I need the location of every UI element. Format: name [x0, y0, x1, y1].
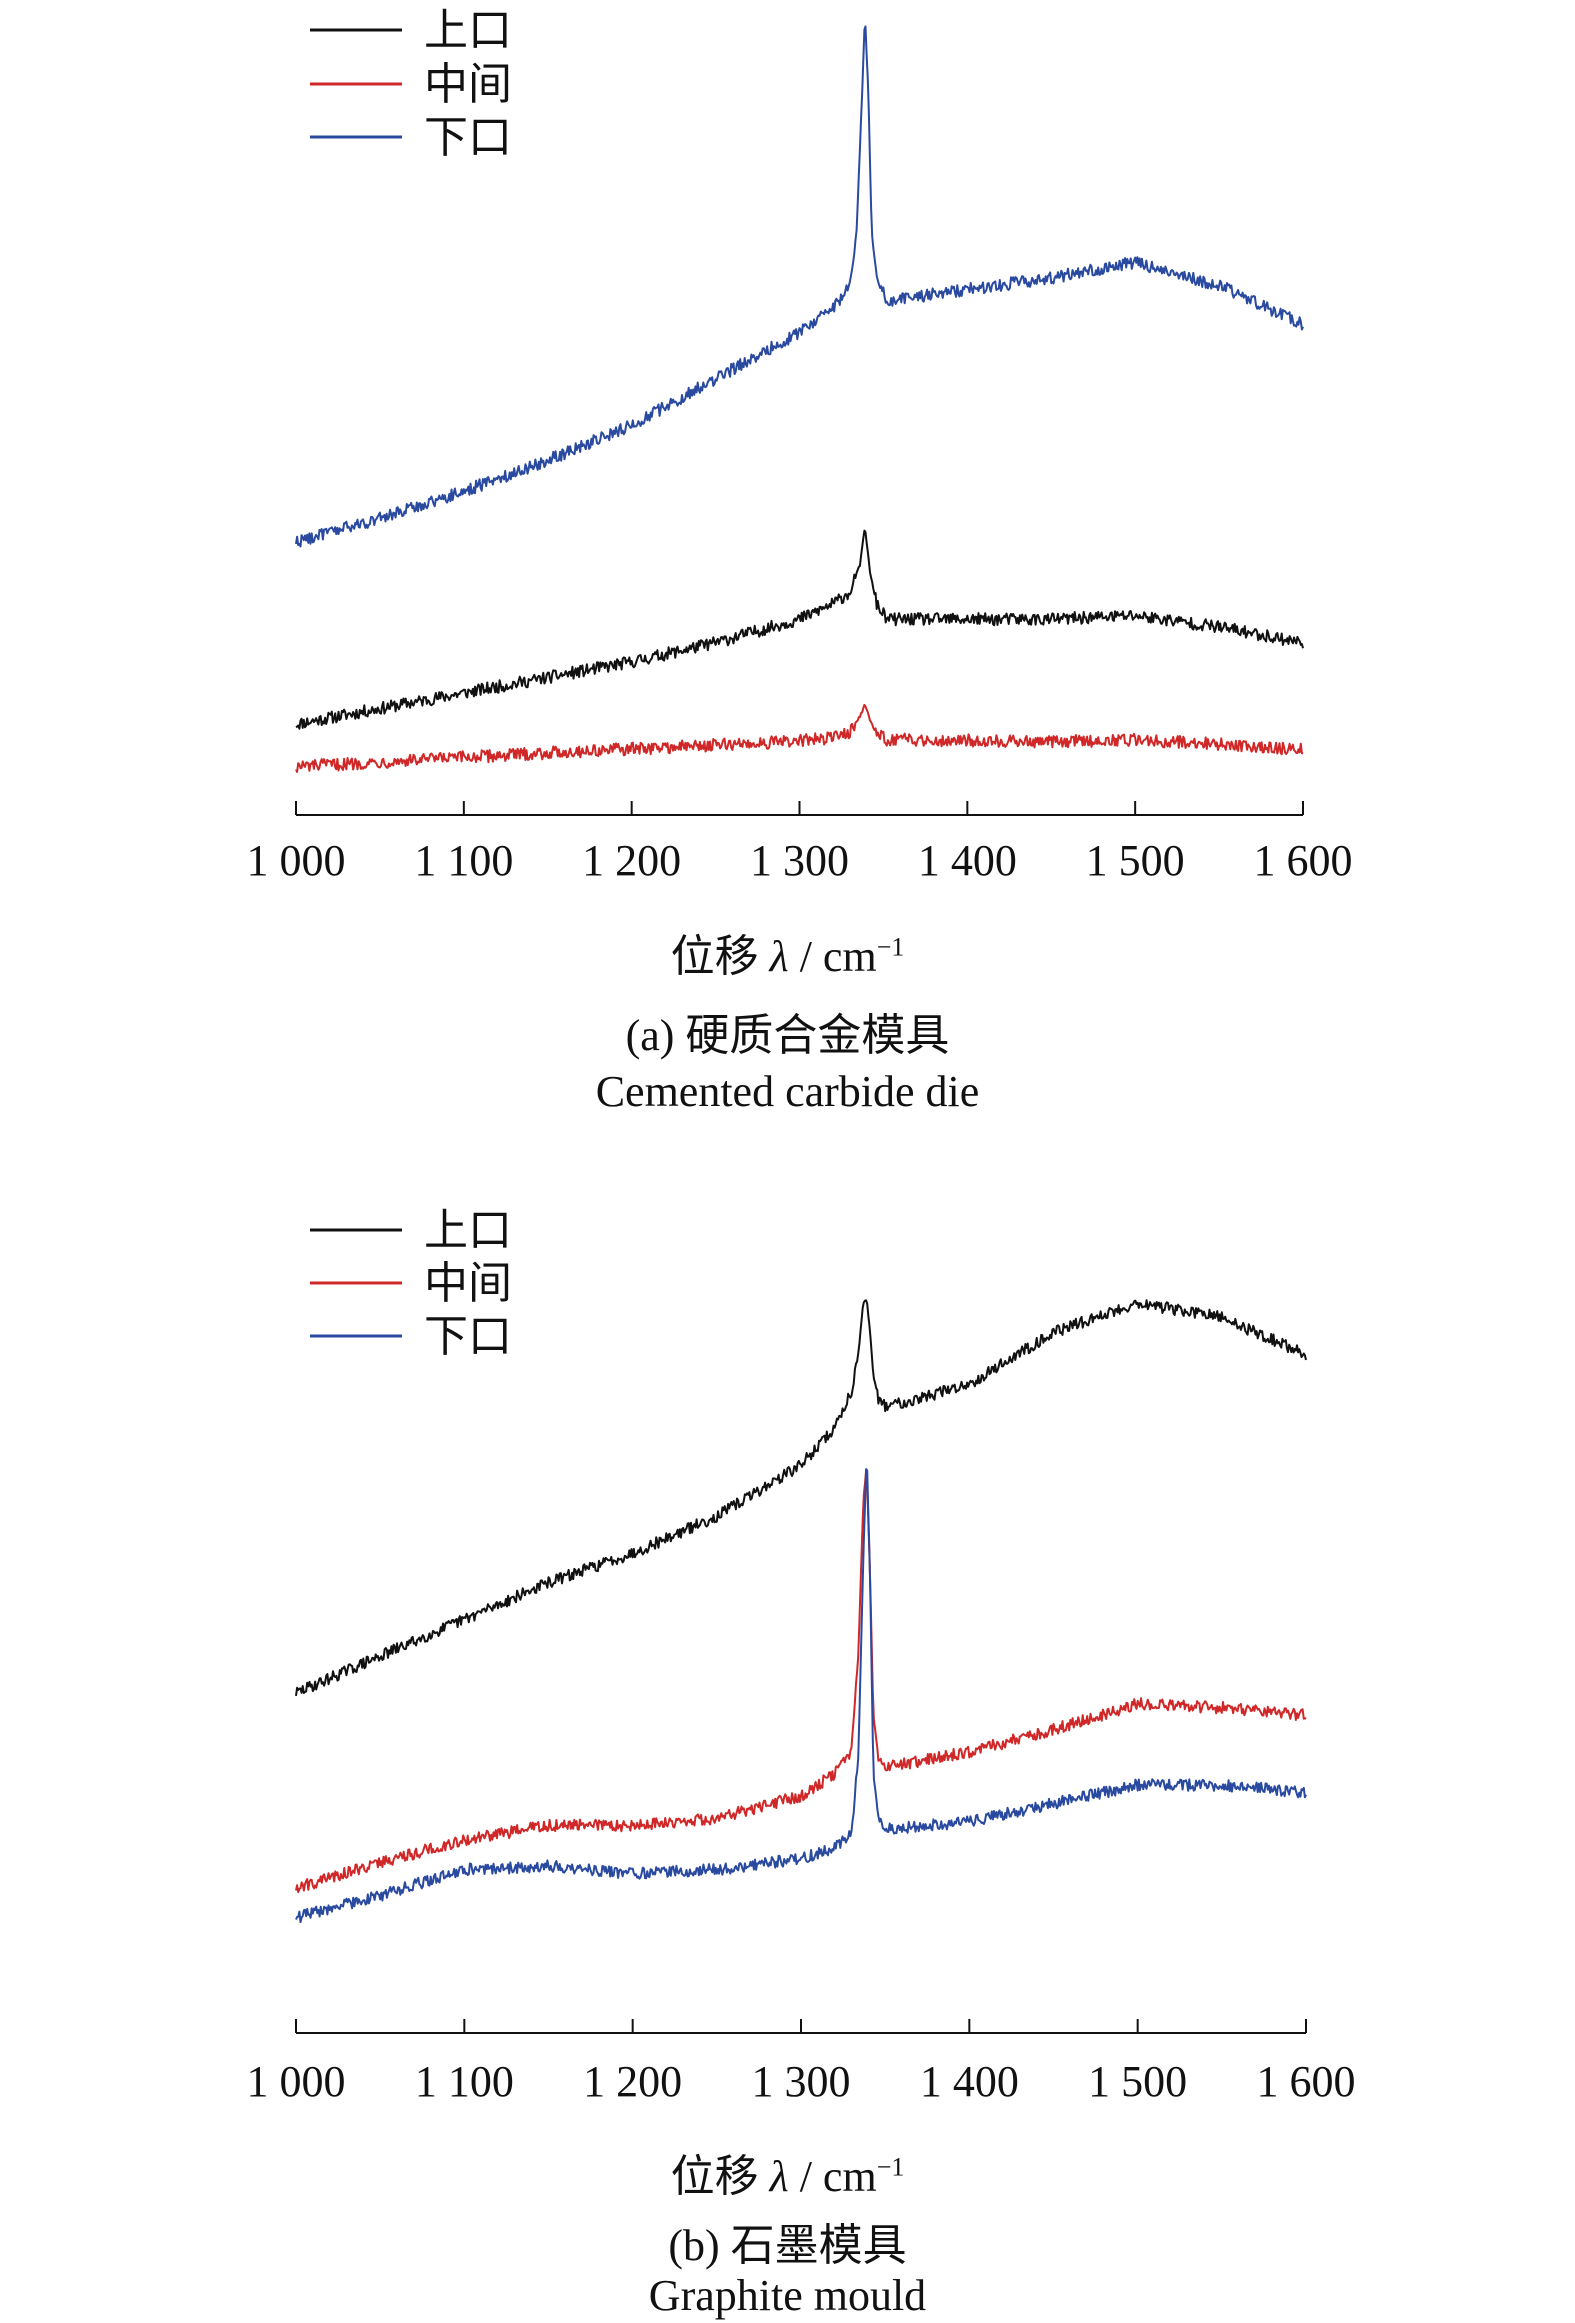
- legend-a-label-1: 中间: [424, 59, 512, 110]
- x-tick-label: 1 600: [1257, 2057, 1356, 2106]
- x-tick-label: 1 200: [583, 2057, 682, 2106]
- chart-a-svg: 上口 中间 下口 1 000 1 100 1 200 1 300 1 400 1 500 1…: [247, 5, 1353, 885]
- panel-a-caption-zh: (a) 硬质合金模具: [625, 1011, 950, 1060]
- x-tick-label: 1 300: [750, 836, 849, 885]
- legend-b-label-1: 中间: [424, 1258, 512, 1309]
- x-tick-label: 1 100: [414, 836, 513, 885]
- x-tick-label: 1 100: [415, 2057, 514, 2106]
- chart-panel-b: 上口 中间 下口 1 000 1 100 1 200 1 300 1 400 1 500 1…: [0, 1190, 1575, 2323]
- x-axis-b: 1 000 1 100 1 200 1 300 1 400 1 500 1 600: [247, 2019, 1356, 2106]
- legend-b-label-2: 下口: [424, 1311, 512, 1362]
- x-tick-label: 1 400: [918, 836, 1017, 885]
- series-line-下口: [295, 25, 1304, 548]
- x-tick-label: 1 000: [247, 836, 346, 885]
- x-tick-label: 1 500: [1088, 2057, 1187, 2106]
- plot-area-b: [295, 1299, 1307, 1924]
- chart-panel-a: 上口 中间 下口 1 000 1 100 1 200 1 300 1 400 1 500 1…: [0, 0, 1575, 1140]
- x-tick-label: 1 200: [582, 836, 681, 885]
- series-line-上口: [295, 529, 1304, 730]
- x-axis-a: 1 000 1 100 1 200 1 300 1 400 1 500 1 600: [247, 801, 1353, 885]
- series-line-中间: [295, 1469, 1307, 1894]
- panel-a-caption-en: Cemented carbide die: [595, 1067, 980, 1116]
- chart-b-svg: 上口 中间 下口 1 000 1 100 1 200 1 300 1 400 1 500 1…: [247, 1205, 1356, 2106]
- x-tick-label: 1 300: [752, 2057, 851, 2106]
- legend-b: 上口 中间 下口: [310, 1205, 512, 1362]
- x-axis-title-a: 位移 λ / cm−1: [670, 932, 905, 981]
- panel-b-caption-zh: (b) 石墨模具: [668, 2221, 907, 2270]
- series-line-中间: [295, 703, 1304, 773]
- x-tick-label: 1 000: [247, 2057, 346, 2106]
- plot-area-a: [295, 25, 1304, 773]
- x-tick-label: 1 500: [1086, 836, 1185, 885]
- x-tick-label: 1 400: [920, 2057, 1019, 2106]
- series-line-下口: [295, 1468, 1307, 1924]
- legend-a-label-2: 下口: [424, 112, 512, 163]
- panel-b-caption-en: Graphite mould: [648, 2271, 927, 2320]
- legend-b-label-0: 上口: [424, 1205, 512, 1256]
- x-tick-label: 1 600: [1254, 836, 1353, 885]
- legend-a-label-0: 上口: [424, 5, 512, 56]
- series-line-上口: [295, 1299, 1307, 1697]
- x-axis-title-b: 位移 λ / cm−1: [670, 2152, 905, 2201]
- legend-a: 上口 中间 下口: [310, 5, 512, 163]
